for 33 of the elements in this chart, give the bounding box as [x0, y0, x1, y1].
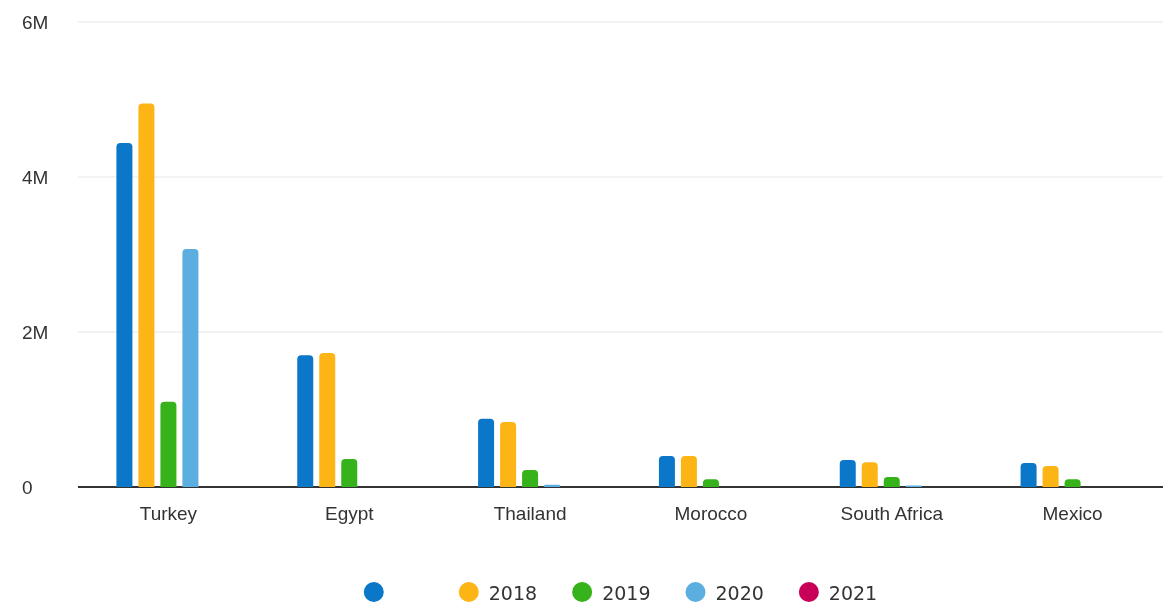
legend-label: 2019: [602, 582, 651, 604]
bar: [319, 352, 336, 487]
bar: [160, 401, 177, 487]
x-tick-label: South Africa: [840, 503, 944, 525]
x-tick-label: Turkey: [139, 503, 198, 525]
bar: [341, 459, 358, 487]
y-tick-label: 6M: [22, 11, 49, 33]
bar: [702, 479, 719, 487]
y-tick-label: 2M: [22, 321, 49, 343]
x-tick-label: Egypt: [324, 503, 375, 525]
bar: [1042, 466, 1059, 487]
x-tick-label: Morocco: [674, 503, 748, 525]
bar: [861, 462, 878, 487]
bar: [182, 249, 199, 487]
legend-label: 2018: [488, 582, 538, 604]
bar: [658, 456, 675, 487]
bar: [1064, 479, 1081, 487]
y-tick-label: 4M: [22, 166, 49, 188]
y-tick-label: 0: [22, 476, 33, 498]
bar: [478, 418, 495, 487]
legend-label: 2021: [828, 582, 878, 604]
bar: [839, 459, 856, 487]
x-tick-label: Thailand: [493, 503, 567, 525]
bar: [138, 103, 155, 487]
bar: [883, 476, 900, 487]
bar: [522, 469, 539, 487]
x-tick-label: Mexico: [1042, 503, 1103, 525]
bar: [500, 421, 517, 487]
bar: [680, 456, 697, 487]
bar: [116, 142, 133, 487]
legend-label: 2020: [715, 582, 764, 604]
bar: [1020, 462, 1037, 487]
bar: [297, 355, 314, 487]
